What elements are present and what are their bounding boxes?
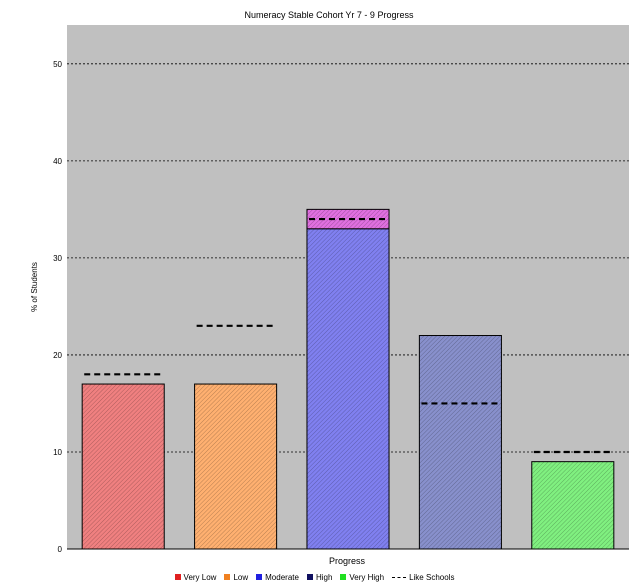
dashed-line-icon <box>392 576 407 578</box>
legend-swatch-icon <box>174 574 181 580</box>
chart-title: Numeracy Stable Cohort Yr 7 - 9 Progress <box>245 10 414 20</box>
bar-hatch <box>194 383 278 550</box>
y-axis-ticks: 0 10 20 30 40 50 <box>53 60 62 554</box>
legend-swatch-icon <box>340 574 347 580</box>
bars <box>81 208 615 550</box>
legend-swatch-icon <box>256 574 263 580</box>
y-tick-label: 40 <box>53 157 62 166</box>
legend-item-like-schools: Like Schools <box>392 573 454 582</box>
legend-item-high: High <box>306 572 333 582</box>
bar-hatch <box>531 461 615 550</box>
y-tick-label: 0 <box>58 545 63 554</box>
legend-item-moderate: Moderate <box>256 573 299 582</box>
legend-swatch-icon <box>306 574 313 580</box>
legend: Very Low Low Moderate High Very High Lik… <box>0 570 629 584</box>
y-tick-label: 10 <box>53 448 62 457</box>
chart: Numeracy Stable Cohort Yr 7 - 9 Progress… <box>30 10 629 566</box>
legend-label: Very Low <box>183 572 217 582</box>
legend-item-low: Low <box>224 573 248 582</box>
y-axis-label: % of Students <box>30 262 39 312</box>
legend-label: Low <box>233 572 249 582</box>
bar-overlay-hatch <box>306 208 390 230</box>
bar-hatch <box>306 228 390 550</box>
y-tick-label: 20 <box>53 351 62 360</box>
legend-item-very-low: Very Low <box>174 572 217 582</box>
legend-label: Like Schools <box>409 572 455 582</box>
bar-hatch <box>418 335 502 550</box>
like-schools-markers <box>84 217 612 454</box>
y-tick-label: 30 <box>53 254 62 263</box>
bar-hatch <box>81 383 165 550</box>
y-tick-label: 50 <box>53 60 62 69</box>
x-axis-label: Progress <box>329 556 366 566</box>
legend-label: High <box>315 572 333 582</box>
legend-label: Moderate <box>265 572 299 582</box>
legend-item-very-high: Very High <box>340 573 384 582</box>
legend-label: Very High <box>349 572 385 582</box>
legend-swatch-icon <box>224 574 231 580</box>
